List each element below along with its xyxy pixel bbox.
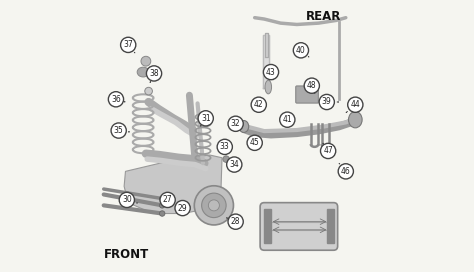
Text: 42: 42 — [254, 100, 264, 109]
Text: 37: 37 — [123, 40, 133, 50]
Circle shape — [228, 214, 243, 229]
Text: REAR: REAR — [306, 10, 342, 23]
Circle shape — [120, 37, 136, 52]
Text: 28: 28 — [231, 217, 240, 226]
Text: 39: 39 — [322, 97, 332, 107]
Text: 34: 34 — [229, 160, 239, 169]
Text: 40: 40 — [296, 46, 306, 55]
Circle shape — [141, 56, 151, 66]
Circle shape — [201, 193, 226, 218]
Polygon shape — [264, 35, 269, 88]
Text: 29: 29 — [178, 203, 187, 213]
Circle shape — [348, 97, 363, 112]
Text: 41: 41 — [283, 115, 292, 124]
Ellipse shape — [348, 112, 362, 128]
FancyBboxPatch shape — [260, 203, 337, 250]
Circle shape — [159, 196, 165, 201]
Circle shape — [304, 78, 319, 93]
Circle shape — [223, 156, 229, 162]
Circle shape — [175, 200, 190, 216]
Polygon shape — [265, 33, 268, 57]
Text: 31: 31 — [201, 114, 210, 123]
Text: 47: 47 — [323, 146, 333, 156]
Text: FRONT: FRONT — [104, 248, 149, 261]
Circle shape — [320, 143, 336, 159]
Ellipse shape — [239, 120, 249, 132]
Circle shape — [159, 211, 165, 216]
Text: 27: 27 — [163, 195, 173, 205]
Circle shape — [338, 164, 354, 179]
Polygon shape — [124, 155, 222, 214]
Text: 30: 30 — [122, 195, 132, 205]
Text: 48: 48 — [307, 81, 317, 90]
Circle shape — [109, 92, 124, 107]
Circle shape — [247, 135, 262, 150]
Circle shape — [209, 200, 219, 211]
Circle shape — [111, 123, 126, 138]
Circle shape — [293, 43, 309, 58]
Ellipse shape — [265, 80, 272, 94]
Text: 46: 46 — [341, 167, 351, 176]
Text: 43: 43 — [266, 67, 276, 77]
Polygon shape — [327, 209, 334, 243]
Text: 32: 32 — [231, 119, 240, 128]
Circle shape — [280, 112, 295, 127]
Polygon shape — [264, 209, 271, 243]
Text: 45: 45 — [250, 138, 260, 147]
Circle shape — [145, 87, 153, 95]
Circle shape — [227, 157, 242, 172]
Circle shape — [194, 186, 234, 225]
FancyBboxPatch shape — [296, 86, 319, 103]
Circle shape — [228, 116, 243, 131]
Circle shape — [264, 64, 279, 80]
Circle shape — [146, 66, 162, 81]
Text: 44: 44 — [350, 100, 360, 109]
Circle shape — [159, 203, 165, 208]
Text: 36: 36 — [111, 95, 121, 104]
Text: 33: 33 — [220, 142, 229, 152]
Text: 38: 38 — [149, 69, 159, 78]
Circle shape — [198, 111, 213, 126]
Circle shape — [319, 94, 334, 110]
Circle shape — [251, 97, 266, 112]
Ellipse shape — [137, 67, 149, 77]
Circle shape — [217, 139, 232, 154]
Text: 35: 35 — [114, 126, 124, 135]
Circle shape — [160, 192, 175, 208]
Circle shape — [119, 192, 135, 208]
